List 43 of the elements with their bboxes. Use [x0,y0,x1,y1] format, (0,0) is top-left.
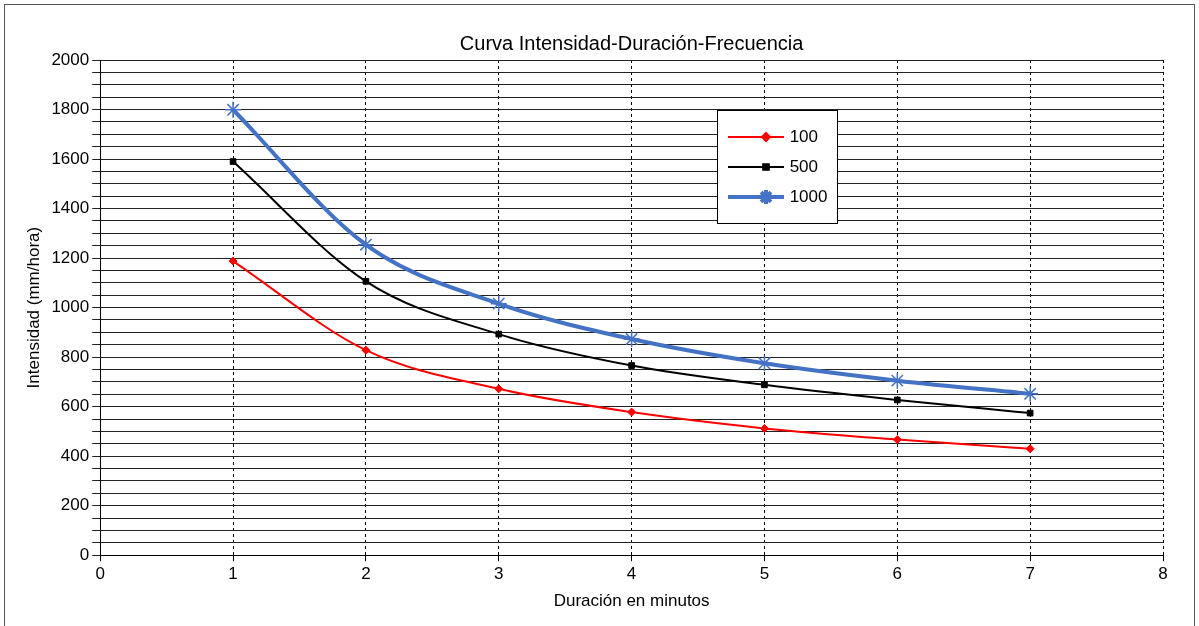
point [892,435,902,445]
x-tick-label: 6 [892,564,903,584]
point [627,407,637,417]
point [761,381,768,389]
point [628,362,635,369]
y-tick-label: 1200 [51,247,90,267]
x-tick-label: 3 [494,564,504,584]
point [1026,409,1034,417]
x-tick-label: 7 [1025,564,1035,584]
point [494,384,504,394]
point [622,330,641,348]
y-tick-label: 1400 [51,198,90,218]
y-tick-label: 1000 [51,297,90,317]
x-tick-label: 4 [626,564,637,584]
point [361,345,371,355]
x-tick-label: 2 [361,564,371,584]
y-tick-label: 1800 [51,99,90,119]
point [495,330,503,338]
point [893,396,901,404]
y-axis-title: Intensidad (mm/hora) [23,226,43,389]
y-tick-label: 2000 [51,49,90,69]
point [362,278,370,285]
y-tick-label: 1600 [51,148,90,168]
point [357,235,375,254]
point [490,294,508,313]
y-tick-label: 0 [79,544,90,564]
point [224,101,242,119]
y-tick-label: 600 [60,396,90,416]
point [228,256,238,266]
legend-label: 100 [789,126,818,147]
chart-title: Curva Intensidad-Duración-Frecuencia [459,32,805,54]
x-tick-label: 8 [1158,564,1168,584]
x-tick-label: 1 [228,564,238,584]
point [229,158,237,165]
x-axis-title: Duración en minutos [553,591,710,611]
legend-label: 500 [789,156,818,177]
legend-label: 1000 [789,186,828,207]
x-tick-label: 0 [95,564,105,584]
x-tick-label: 5 [759,564,770,584]
y-tick-label: 200 [60,495,90,515]
point [1025,444,1035,454]
y-tick-label: 400 [60,445,90,465]
y-tick-label: 800 [60,346,90,366]
